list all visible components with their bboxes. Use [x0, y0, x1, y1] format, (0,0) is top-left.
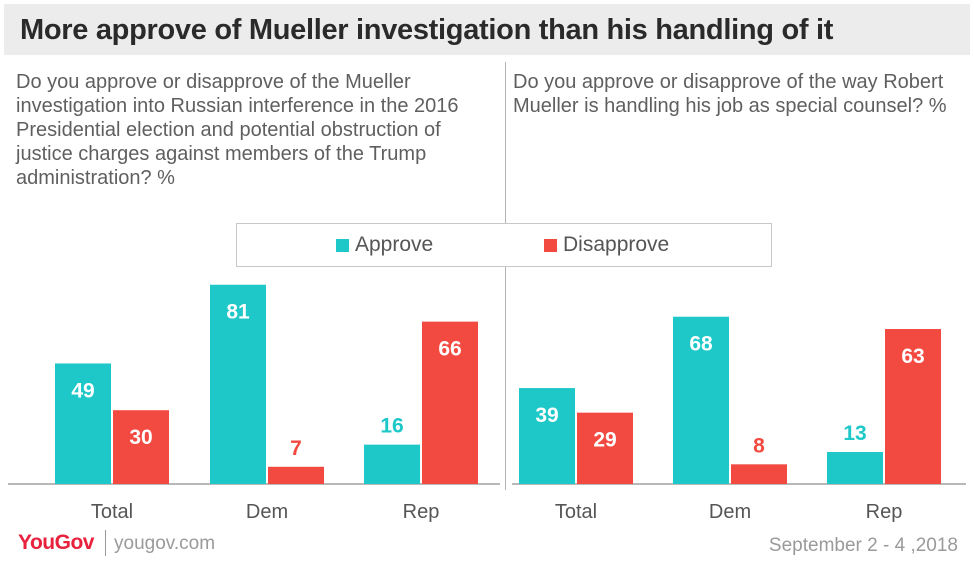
footer-separator: [105, 530, 106, 556]
data-label-approve-total: 49: [71, 379, 94, 402]
bar-approve-dem: [673, 316, 729, 484]
bar-disapprove-total: [577, 412, 633, 484]
bar-disapprove-total: [113, 410, 169, 484]
bar-approve-rep: [827, 452, 883, 484]
bar-approve-total: [519, 388, 575, 484]
legend-swatch-approve: [336, 238, 349, 252]
data-label-disapprove-total: 30: [129, 426, 152, 449]
bar-disapprove-dem: [731, 464, 787, 484]
bar-disapprove-dem: [268, 466, 324, 484]
legend-swatch-disapprove: [544, 238, 557, 252]
footer-date: September 2 - 4 ,2018: [768, 535, 958, 556]
x-tick-label-dem: Dem: [709, 501, 751, 523]
x-tick-label-dem: Dem: [246, 501, 288, 523]
x-tick-label-total: Total: [555, 501, 597, 523]
data-label-approve-rep: 16: [380, 415, 403, 438]
title-bar: More approve of Mueller investigation th…: [4, 4, 970, 55]
x-tick-label-total: Total: [91, 501, 133, 523]
data-label-approve-total: 39: [535, 404, 558, 427]
bar-approve-dem: [210, 284, 266, 484]
right-question: Do you approve or disapprove of the way …: [513, 71, 947, 117]
x-tick-label-rep: Rep: [403, 501, 440, 523]
legend-label-disapprove: Disapprove: [563, 233, 670, 256]
legend: Approve Disapprove: [236, 223, 772, 267]
data-label-disapprove-total: 29: [593, 429, 616, 452]
bar-approve-rep: [364, 444, 420, 484]
legend-item-approve: Approve: [336, 233, 433, 257]
data-label-approve-dem: 81: [226, 301, 250, 324]
bar-disapprove-rep: [885, 329, 941, 484]
data-label-disapprove-rep: 66: [438, 338, 461, 361]
data-label-approve-dem: 68: [689, 333, 713, 356]
panel-divider: [505, 62, 506, 490]
legend-item-disapprove: Disapprove: [544, 233, 669, 257]
data-label-disapprove-dem: 8: [753, 434, 765, 457]
data-label-disapprove-rep: 63: [901, 345, 924, 368]
data-label-disapprove-dem: 7: [290, 437, 302, 460]
bar-approve-total: [55, 363, 111, 484]
legend-label-approve: Approve: [355, 233, 434, 256]
chart-title: More approve of Mueller investigation th…: [20, 14, 834, 46]
left-question: Do you approve or disapprove of the Muel…: [16, 71, 459, 189]
footer-site: yougov.com: [114, 533, 216, 554]
yougov-logo: YouGov: [18, 531, 94, 554]
x-tick-label-rep: Rep: [866, 501, 903, 523]
bar-disapprove-rep: [422, 321, 478, 484]
data-label-approve-rep: 13: [843, 422, 866, 445]
